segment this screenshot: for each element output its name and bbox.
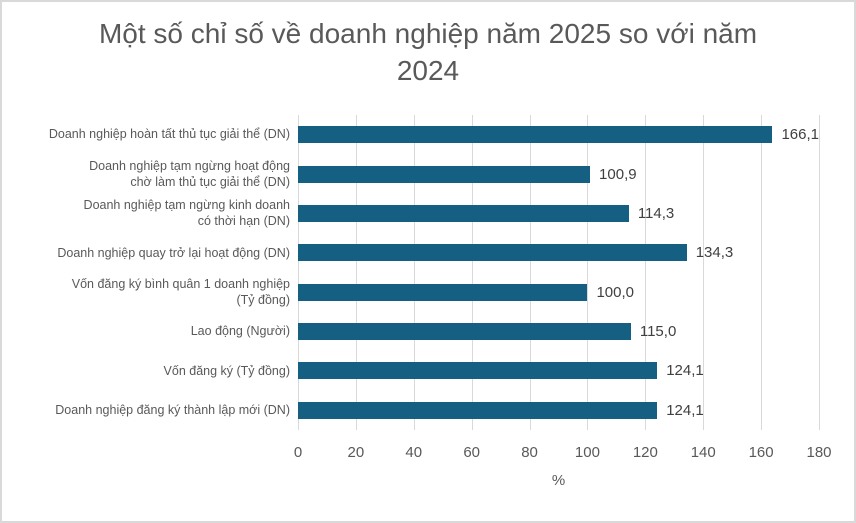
category-axis: Doanh nghiệp hoàn tất thủ tục giải thể (… — [10, 115, 290, 430]
category-label: Doanh nghiệp quay trở lại hoạt động (DN) — [57, 245, 290, 260]
gridline — [587, 115, 589, 430]
bar — [298, 362, 658, 380]
plot-area: 166,1 100,9 114,3 134,3 100,0 115,0 124,1 124,1 — [298, 115, 820, 430]
bar — [298, 323, 631, 341]
data-label: 166,1 — [781, 126, 819, 144]
bar-row: 114,3 — [298, 194, 819, 233]
data-label: 114,3 — [637, 204, 675, 222]
bar-row: 124,1 — [298, 351, 819, 390]
gridline — [298, 115, 299, 430]
x-tick-label: 120 — [632, 444, 658, 461]
bar-row: 124,1 — [298, 391, 819, 430]
gridline — [355, 115, 357, 430]
category-label: Lao động (Người) — [190, 324, 290, 339]
category-label: Doanh nghiệp tạm ngừng hoạt động chờ làm… — [89, 158, 290, 190]
data-label: 124,1 — [666, 362, 704, 380]
bar — [298, 204, 629, 222]
gridline — [761, 115, 763, 430]
bar-series: 166,1 100,9 114,3 134,3 100,0 115,0 124,1 124,1 — [298, 115, 819, 430]
chart-title: Một số chỉ số về doanh nghiệp năm 2025 s… — [98, 18, 758, 87]
bar-row: 134,3 — [298, 233, 819, 272]
bar — [298, 165, 591, 183]
x-tick-label: 40 — [405, 444, 423, 461]
bar-row: 100,9 — [298, 154, 819, 193]
x-tick-label: 60 — [463, 444, 480, 461]
category-label: Vốn đăng ký bình quân 1 doanh nghiệp (Tỷ… — [71, 276, 290, 308]
bar — [298, 401, 658, 419]
x-axis: 0 20 40 60 80 100 120 140 160 180 — [294, 444, 832, 462]
category-label: Vốn đăng ký (Tỷ đồng) — [163, 363, 290, 378]
category-label: Doanh nghiệp hoàn tất thủ tục giải thể (… — [48, 127, 290, 142]
data-label: 100,0 — [596, 283, 634, 301]
gridline — [413, 115, 415, 430]
data-label: 124,1 — [666, 401, 704, 419]
bar-row: 100,0 — [298, 273, 819, 312]
data-label: 134,3 — [695, 244, 734, 262]
gridline — [471, 115, 473, 430]
x-tick-label: 180 — [806, 444, 832, 461]
bar — [298, 126, 773, 144]
x-tick-label: 80 — [521, 444, 538, 461]
data-label: 100,9 — [599, 165, 637, 183]
x-tick-label: 0 — [293, 444, 303, 461]
x-tick-label: 140 — [690, 444, 716, 461]
bar — [298, 244, 687, 262]
data-label: 115,0 — [639, 323, 677, 341]
x-tick-label: 160 — [748, 444, 774, 461]
gridline — [529, 115, 531, 430]
gridline — [819, 115, 820, 430]
x-axis-title: % — [551, 472, 566, 489]
category-label: Doanh nghiệp tạm ngừng kinh doanh có thờ… — [83, 197, 290, 229]
gridline — [645, 115, 647, 430]
bar-row: 166,1 — [298, 115, 819, 154]
gridline — [703, 115, 705, 430]
bar — [298, 283, 588, 301]
category-label: Doanh nghiệp đăng ký thành lập mới (DN) — [55, 403, 290, 418]
bar-row: 115,0 — [298, 312, 819, 351]
x-tick-label: 20 — [347, 444, 365, 461]
x-tick-label: 100 — [574, 444, 600, 461]
